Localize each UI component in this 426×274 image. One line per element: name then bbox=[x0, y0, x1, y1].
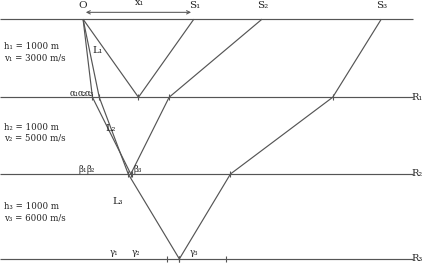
Text: γ₂: γ₂ bbox=[132, 248, 141, 256]
Text: S₂: S₂ bbox=[257, 1, 268, 10]
Text: β₁: β₁ bbox=[78, 165, 87, 174]
Text: h₁ = 1000 m
v₁ = 3000 m/s: h₁ = 1000 m v₁ = 3000 m/s bbox=[4, 42, 66, 62]
Text: β₂: β₂ bbox=[86, 165, 95, 174]
Text: β₃: β₃ bbox=[133, 165, 142, 174]
Text: h₂ = 1000 m
v₂ = 5000 m/s: h₂ = 1000 m v₂ = 5000 m/s bbox=[4, 123, 66, 143]
Text: O: O bbox=[78, 1, 86, 10]
Text: L₁: L₁ bbox=[93, 46, 104, 55]
Text: α₁: α₁ bbox=[70, 89, 79, 98]
Text: L₃: L₃ bbox=[113, 197, 124, 206]
Text: R₂: R₂ bbox=[411, 170, 422, 178]
Text: R₁: R₁ bbox=[411, 93, 422, 102]
Text: S₁: S₁ bbox=[189, 1, 200, 10]
Text: x₁: x₁ bbox=[135, 0, 144, 7]
Text: α₂: α₂ bbox=[77, 89, 86, 98]
Text: h₃ = 1000 m
v₃ = 6000 m/s: h₃ = 1000 m v₃ = 6000 m/s bbox=[4, 202, 66, 222]
Text: γ₁: γ₁ bbox=[109, 248, 118, 256]
Text: R₃: R₃ bbox=[411, 254, 422, 262]
Text: L₂: L₂ bbox=[106, 124, 116, 133]
Text: γ₃: γ₃ bbox=[190, 248, 199, 256]
Text: S₃: S₃ bbox=[376, 1, 387, 10]
Text: α₃: α₃ bbox=[85, 89, 94, 98]
